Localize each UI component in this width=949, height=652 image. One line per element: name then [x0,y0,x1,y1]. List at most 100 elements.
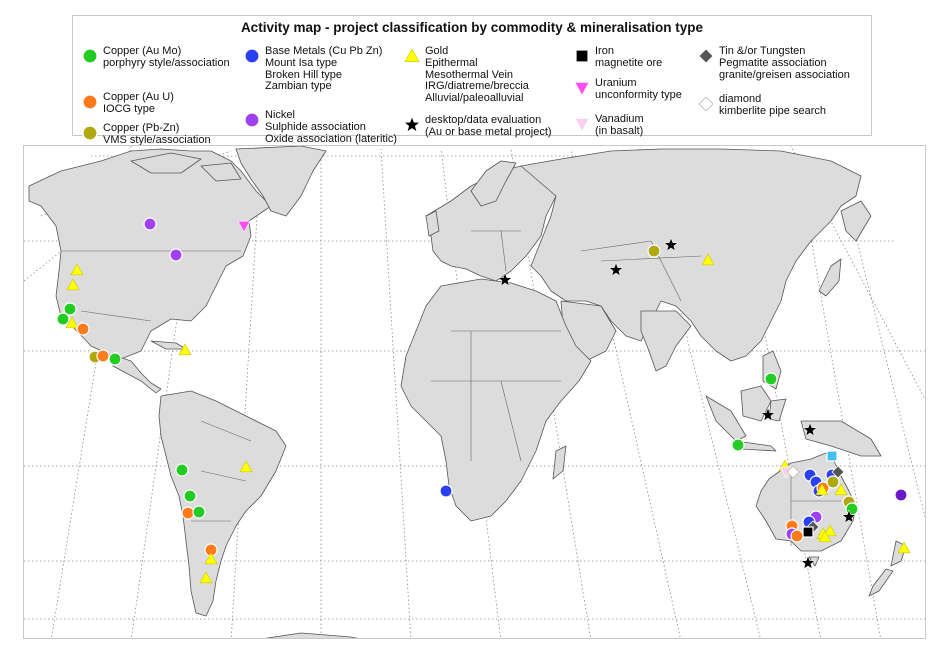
vanadium-symbol-icon [573,115,591,138]
asia [520,148,862,362]
legend-label: Base Metals (Cu Pb Zn) [265,45,383,57]
legend-label: porphyry style/association [103,56,230,69]
japan [818,258,842,297]
marker-gold[interactable] [701,253,715,266]
marker-copper-porphyry[interactable] [183,489,197,503]
map-title: Activity map - project classification by… [240,20,704,35]
marker-gold[interactable] [815,483,829,496]
legend-label: (Au or base metal project) [425,125,552,138]
project-markers [56,217,911,584]
marker-gold[interactable] [897,541,911,554]
kamchatka [840,200,872,242]
legend-label: IOCG type [103,102,155,115]
india [640,310,692,372]
marker-desktop[interactable] [802,422,818,437]
marker-gold[interactable] [70,263,84,276]
south-america [158,390,287,617]
marker-desktop[interactable] [800,555,816,570]
legend-label: Iron [595,45,614,57]
marker-copper-porphyry[interactable] [192,505,206,519]
legend-label: Copper (Au Mo) [103,45,182,57]
legend-label: Broken Hill type [265,68,343,81]
legend-label: VMS style/association [103,133,211,146]
legend-label: Copper (Au U) [103,91,174,103]
legend-label: Nickel [265,109,295,121]
legend-label: desktop/data evaluation [425,114,542,126]
uranium-symbol-icon [573,79,591,102]
marker-copper-porphyry[interactable] [108,352,122,366]
legend-label: Oxide association (lateritic) [265,132,398,145]
gold-symbol-icon [403,47,421,70]
copper-iocg-symbol-icon [81,93,99,116]
tin-tungsten-symbol-icon [697,47,715,70]
marker-gold[interactable] [178,343,192,356]
marker-copper-porphyry[interactable] [63,302,77,316]
central-america [112,355,162,394]
marker-gold[interactable] [239,460,253,473]
madagascar [552,445,567,480]
marker-desktop[interactable] [663,237,679,252]
marker-uranium[interactable] [237,220,251,233]
arctic-islands [130,152,242,182]
marker-desktop[interactable] [497,272,513,287]
base-metals-symbol-icon [243,47,261,70]
sumatra [705,395,747,442]
marker-gold[interactable] [818,530,832,543]
marker-gold[interactable] [204,552,218,565]
marker-copper-iocg[interactable] [96,349,110,363]
legend-label: Zambian type [265,80,332,93]
iron-symbol-icon [573,47,591,70]
legend: Activity map - project classification by… [72,15,872,146]
legend-label: (in basalt) [595,124,644,137]
marker-nickel[interactable] [143,217,157,231]
scandinavia [470,160,517,207]
greenland [235,146,327,217]
legend-label: magnetite ore [595,56,663,69]
borneo [740,385,772,422]
landmasses [28,146,907,638]
marker-desktop[interactable] [841,509,857,524]
world-map[interactable] [23,145,926,639]
north-america [28,148,272,360]
map-canvas [24,146,925,638]
copper-vms-symbol-icon [81,124,99,147]
marker-desktop[interactable] [760,407,776,422]
marker-iron-blue[interactable] [826,450,838,462]
legend-label: Vanadium [595,113,644,125]
marker-desktop[interactable] [608,262,624,277]
legend-label: Epithermal [425,56,478,69]
marker-diamond[interactable] [786,465,800,479]
marker-copper-iocg[interactable] [790,529,804,543]
marker-gold[interactable] [823,524,837,537]
legend-label: diamond [719,93,762,105]
marker-copper-porphyry[interactable] [731,438,745,452]
legend-label: Mount Isa type [265,56,338,69]
marker-base-metals[interactable] [439,484,453,498]
marker-nickel[interactable] [169,248,183,262]
desktop-symbol-icon [403,116,421,139]
legend-label: unconformity type [595,88,682,101]
marker-copper-porphyry[interactable] [764,372,778,386]
marker-copper-vms[interactable] [826,475,840,489]
marker-copper-vms[interactable] [647,244,661,258]
marker-gold[interactable] [199,571,213,584]
marker-gold[interactable] [65,316,79,329]
marker-copper-vms-purple[interactable] [894,488,908,502]
legend-label: Gold [425,45,449,57]
legend-label: Alluvial/paleoalluvial [425,92,524,105]
marker-copper-iocg[interactable] [181,506,195,520]
marker-iron[interactable] [802,526,814,538]
country-borders [61,230,841,546]
marker-gold[interactable] [834,483,848,496]
marker-gold[interactable] [66,278,80,291]
marker-copper-porphyry[interactable] [56,312,70,326]
legend-label: Sulphide association [265,120,366,133]
marker-copper-iocg[interactable] [76,322,90,336]
legend-label: Pegmatite association [719,56,827,69]
uk [425,210,440,237]
copper-porphyry-symbol-icon [81,47,99,70]
marker-copper-porphyry[interactable] [175,463,189,477]
africa [400,278,592,522]
nickel-symbol-icon [243,111,261,134]
new-guinea [800,420,882,457]
